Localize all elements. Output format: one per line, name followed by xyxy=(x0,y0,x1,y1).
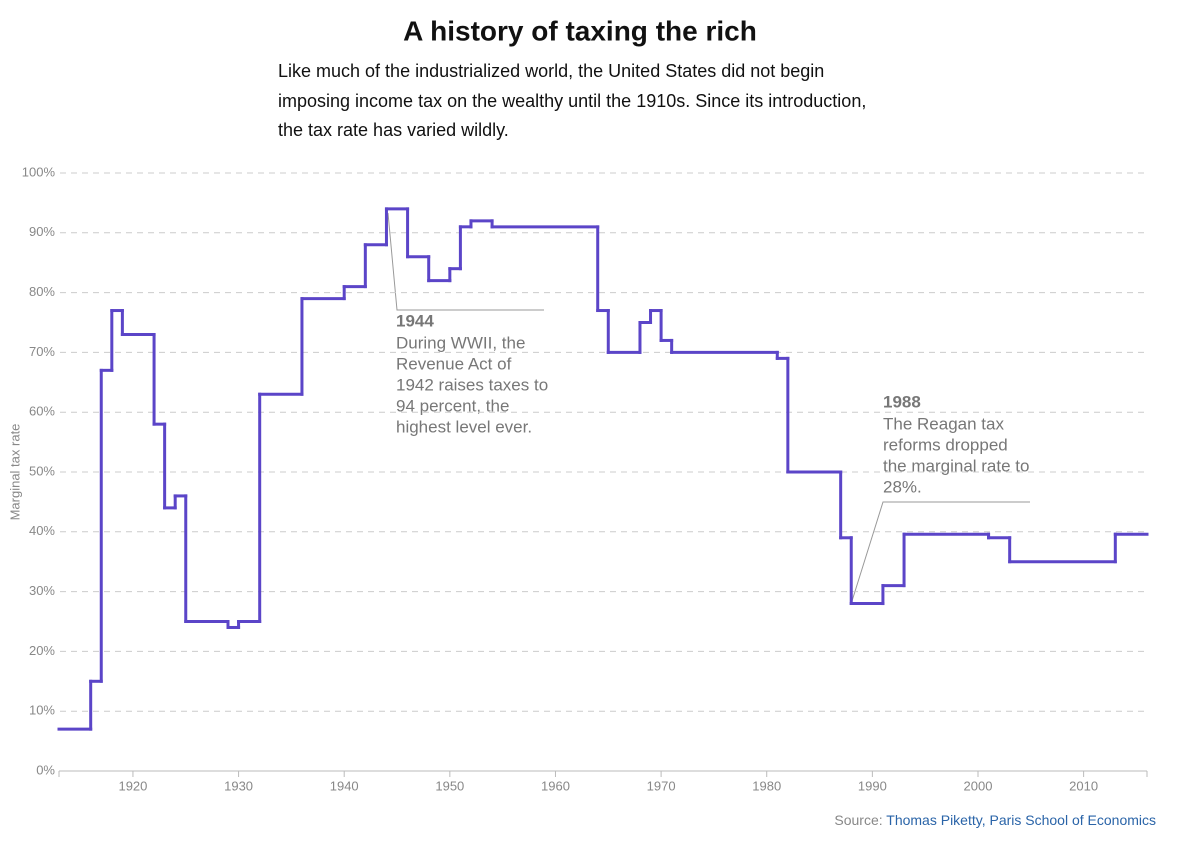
y-tick-label: 20% xyxy=(29,643,55,658)
annotation-text: The Reagan tax xyxy=(883,414,1004,433)
annotation-text: During WWII, the xyxy=(396,333,525,352)
leader-line xyxy=(387,212,544,311)
subtitle-line: the tax rate has varied wildly. xyxy=(278,120,509,140)
annotation-title: 1988 xyxy=(883,392,921,411)
x-tick-label: 1930 xyxy=(224,778,253,793)
y-tick-label: 10% xyxy=(29,703,55,718)
annotation-text: 1942 raises taxes to xyxy=(396,375,548,394)
annotation-text: 94 percent, the xyxy=(396,396,509,415)
source-label: Source: xyxy=(834,812,882,828)
x-tick-label: 2010 xyxy=(1069,778,1098,793)
y-tick-label: 60% xyxy=(29,404,55,419)
leader-line xyxy=(851,501,1030,602)
y-tick-label: 0% xyxy=(36,762,55,777)
x-tick-label: 2000 xyxy=(964,778,993,793)
annotation-text: the marginal rate to xyxy=(883,456,1029,475)
y-tick-label: 80% xyxy=(29,284,55,299)
y-tick-label: 50% xyxy=(29,463,55,478)
y-axis-label: Marginal tax rate xyxy=(7,424,22,521)
annotation-text: reforms dropped xyxy=(883,435,1008,454)
y-tick-label: 70% xyxy=(29,344,55,359)
x-tick-label: 1960 xyxy=(541,778,570,793)
subtitle-line: imposing income tax on the wealthy until… xyxy=(278,91,866,111)
annotation-text: Revenue Act of xyxy=(396,354,512,373)
y-tick-label: 90% xyxy=(29,224,55,239)
x-tick-label: 1920 xyxy=(118,778,147,793)
annotation-text: highest level ever. xyxy=(396,417,532,436)
y-tick-label: 100% xyxy=(22,164,56,179)
y-tick-label: 30% xyxy=(29,583,55,598)
source-name: Thomas Piketty, Paris School of Economic… xyxy=(886,812,1156,828)
chart-title: A history of taxing the rich xyxy=(403,15,757,46)
annotation-title: 1944 xyxy=(396,311,434,330)
subtitle-line: Like much of the industrialized world, t… xyxy=(278,61,824,81)
x-tick-label: 1980 xyxy=(752,778,781,793)
x-tick-label: 1950 xyxy=(435,778,464,793)
x-tick-label: 1940 xyxy=(330,778,359,793)
y-tick-label: 40% xyxy=(29,523,55,538)
source: Source: Thomas Piketty, Paris School of … xyxy=(834,812,1156,828)
x-tick-label: 1990 xyxy=(858,778,887,793)
x-tick-label: 1970 xyxy=(647,778,676,793)
annotation-text: 28%. xyxy=(883,477,922,496)
